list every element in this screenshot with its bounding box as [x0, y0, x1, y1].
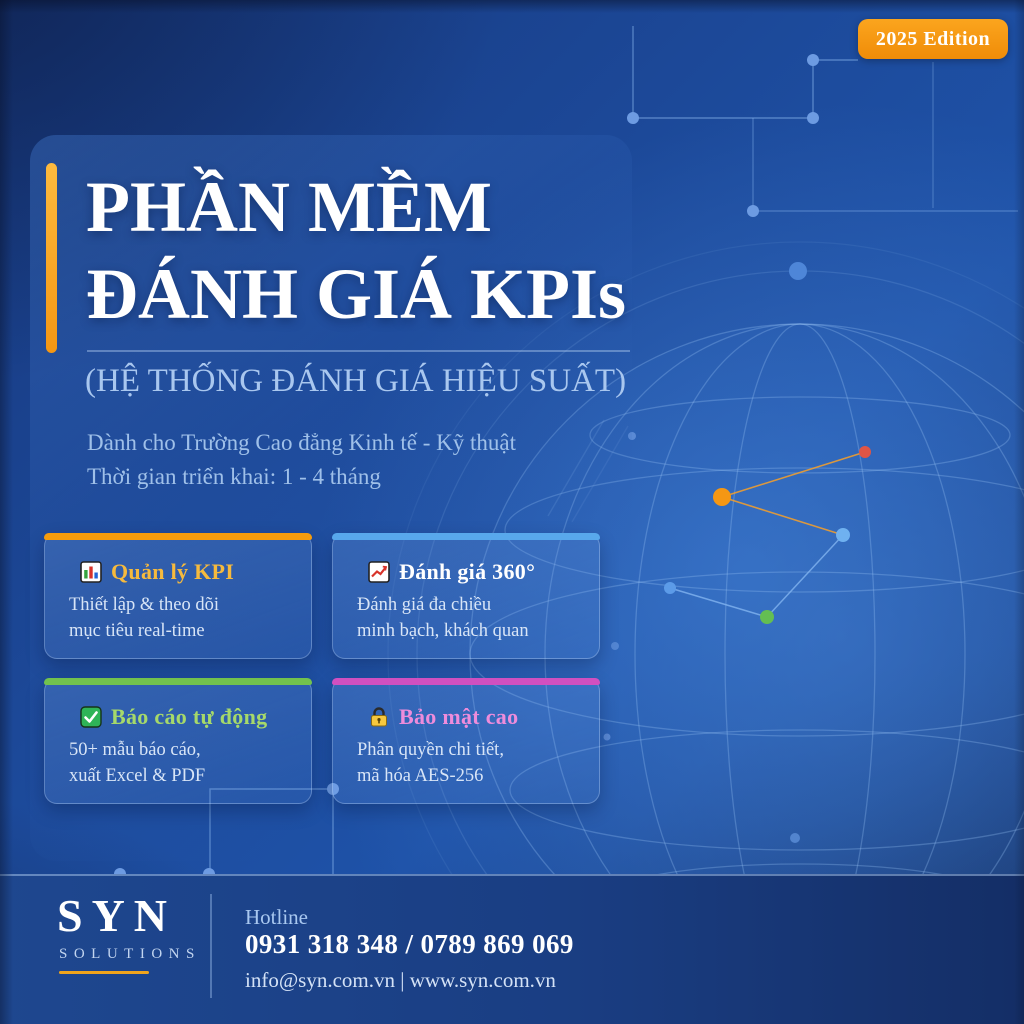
- check-mark-icon: [80, 706, 102, 728]
- bar-chart-icon: [80, 561, 102, 583]
- timeline-text: Thời gian triển khai: 1 - 4 tháng: [87, 464, 381, 489]
- chart-increasing-icon: [368, 561, 390, 583]
- subtitle: (HỆ THỐNG ĐÁNH GIÁ HIỆU SUẤT): [85, 363, 627, 399]
- card-accent-bar: [44, 533, 312, 540]
- audience-text: Dành cho Trường Cao đẳng Kinh tế - Kỹ th…: [87, 430, 517, 455]
- lock-icon: [368, 706, 390, 728]
- hotline-label: Hotline: [245, 905, 308, 929]
- description-block: Dành cho Trường Cao đẳng Kinh tế - Kỹ th…: [87, 426, 516, 494]
- footer: SYN SOLUTIONS Hotline 0931 318 348 / 078…: [0, 874, 1024, 1024]
- feature-title: Đánh giá 360°: [399, 559, 536, 584]
- card-accent-bar: [44, 678, 312, 685]
- feature-card-security: Bảo mật cao Phân quyền chi tiết, mã hóa …: [332, 678, 600, 804]
- title-accent-bar: [46, 163, 57, 353]
- feature-description: Thiết lập & theo dõi mục tiêu real-time: [69, 595, 220, 641]
- brand-underline: [59, 971, 149, 974]
- feature-title: Bảo mật cao: [399, 704, 519, 729]
- card-accent-bar: [332, 533, 600, 540]
- feature-description: 50+ mẫu báo cáo, xuất Excel & PDF: [69, 740, 206, 786]
- brand-logo: SYN: [57, 890, 177, 941]
- feature-card-360-evaluation: Đánh giá 360° Đánh giá đa chiều minh bạc…: [332, 533, 600, 659]
- edition-badge: 2025 Edition: [858, 19, 1008, 59]
- footer-divider: [210, 894, 212, 998]
- phone-numbers: 0931 318 348 / 0789 869 069: [245, 929, 574, 959]
- title-line-2: ĐÁNH GIÁ KPIs: [86, 254, 627, 334]
- page-title: PHẦN MỀM ĐÁNH GIÁ KPIs: [86, 164, 646, 338]
- feature-description: Đánh giá đa chiều minh bạch, khách quan: [357, 595, 529, 641]
- feature-card-auto-reports: Báo cáo tự động 50+ mẫu báo cáo, xuất Ex…: [44, 678, 312, 804]
- title-line-1: PHẦN MỀM: [86, 167, 492, 247]
- feature-title: Quản lý KPI: [111, 559, 235, 584]
- title-divider: [87, 350, 630, 352]
- card-accent-bar: [332, 678, 600, 685]
- contact-info: info@syn.com.vn | www.syn.com.vn: [245, 968, 556, 992]
- edition-badge-label: 2025 Edition: [875, 27, 991, 50]
- feature-card-kpi-management: Quản lý KPI Thiết lập & theo dõi mục tiê…: [44, 533, 312, 659]
- feature-description: Phân quyền chi tiết, mã hóa AES-256: [357, 740, 504, 786]
- brand-subtitle: SOLUTIONS: [59, 946, 201, 962]
- feature-title: Báo cáo tự động: [111, 704, 268, 729]
